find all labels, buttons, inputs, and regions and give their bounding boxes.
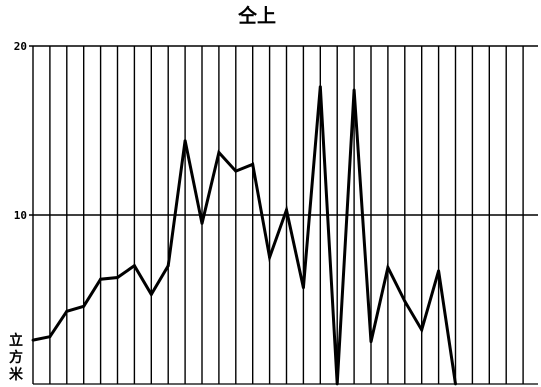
data-point <box>335 382 339 386</box>
data-point <box>302 286 305 290</box>
data-point <box>65 309 69 313</box>
y-axis-unit-char-2: 方 <box>9 349 23 366</box>
data-point <box>183 139 187 143</box>
y-tick-label: 20 <box>14 40 27 53</box>
data-point <box>82 304 86 308</box>
y-axis-unit-char-3: 米 <box>9 366 24 383</box>
data-point <box>234 169 238 173</box>
data-point <box>454 382 457 386</box>
y-tick-label: 10 <box>14 209 27 222</box>
chart-title: 仝上 <box>238 4 276 27</box>
data-point <box>386 266 390 269</box>
y-axis-unit-char-1: 立 <box>9 332 23 349</box>
data-point <box>48 335 52 339</box>
data-point <box>99 277 102 281</box>
data-point <box>166 264 170 268</box>
data-point <box>116 276 119 279</box>
data-point <box>285 208 288 212</box>
data-point <box>437 269 440 273</box>
data-point <box>268 255 271 259</box>
series-layer <box>31 85 457 386</box>
data-point <box>420 328 424 332</box>
data-point <box>217 151 221 154</box>
data-point <box>318 85 322 88</box>
data-point <box>369 340 373 344</box>
grid <box>29 45 538 385</box>
data-point <box>133 264 136 268</box>
data-point <box>31 338 35 342</box>
data-point <box>149 293 153 296</box>
series-line <box>32 86 457 385</box>
data-point <box>352 88 356 92</box>
data-point <box>251 162 255 166</box>
data-point <box>200 222 204 225</box>
data-point <box>403 299 407 303</box>
